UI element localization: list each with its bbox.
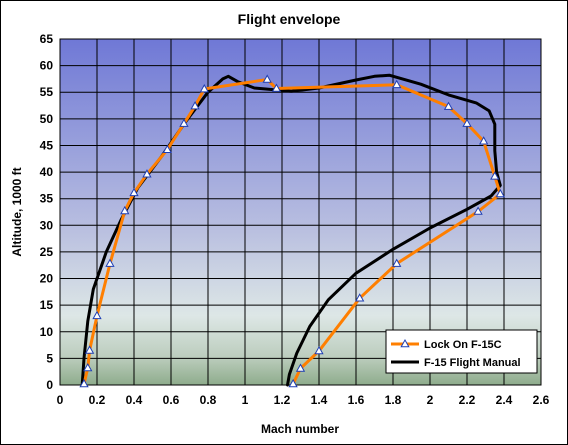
legend-marker — [400, 338, 410, 348]
data-point-marker — [162, 144, 172, 154]
x-tick-label: 1.8 — [385, 393, 402, 407]
data-point-marker — [295, 363, 306, 372]
x-tick-label: 0.2 — [89, 393, 106, 407]
data-point-marker — [79, 378, 89, 388]
y-tick-label: 20 — [40, 272, 54, 286]
y-tick-label: 15 — [40, 298, 54, 312]
data-point-marker — [190, 101, 200, 110]
y-tick-label: 40 — [40, 165, 54, 179]
data-point-marker — [92, 310, 102, 320]
data-point-marker — [271, 83, 282, 92]
series-line-lock-on-f15c — [82, 78, 502, 386]
y-tick-label: 0 — [46, 378, 53, 392]
y-tick-label: 50 — [40, 112, 54, 126]
x-tick-label: 0.8 — [200, 393, 217, 407]
legend-box — [385, 329, 538, 374]
data-point-marker — [262, 74, 272, 83]
data-point-marker — [84, 345, 95, 354]
legend: Lock On F-15C F-15 Flight Manual — [385, 329, 538, 374]
data-point-marker — [478, 136, 489, 145]
y-tick-label: 5 — [46, 351, 53, 365]
data-point-marker — [392, 258, 402, 267]
x-tick-label: 2.2 — [459, 393, 476, 407]
x-tick-label: 1.6 — [348, 393, 365, 407]
x-tick-label: 2 — [427, 393, 434, 407]
y-tick-label: 10 — [40, 325, 54, 339]
y-tick-label: 60 — [40, 59, 54, 73]
data-point-marker — [199, 84, 209, 93]
data-point-marker — [288, 378, 298, 388]
y-tick-label: 45 — [40, 138, 54, 152]
data-point-marker — [179, 118, 189, 127]
grid-lines — [60, 39, 541, 385]
legend-label-f15-flight-manual: F-15 Flight Manual — [424, 357, 521, 369]
data-point-marker — [490, 171, 500, 180]
y-tick-label: 30 — [40, 218, 54, 232]
x-tick-label: 1.2 — [274, 393, 291, 407]
legend-label-lock-on-f15c: Lock On F-15C — [424, 339, 502, 351]
x-tick-label: 2.6 — [533, 393, 550, 407]
data-point-marker — [120, 205, 130, 215]
data-point-marker — [392, 79, 402, 89]
y-tick-label: 65 — [40, 32, 54, 46]
data-point-marker — [314, 345, 324, 355]
x-tick-label: 0.6 — [163, 393, 180, 407]
data-point-marker — [105, 258, 115, 267]
x-tick-label: 1 — [242, 393, 249, 407]
data-point-marker — [83, 362, 93, 372]
x-axis-label: Mach number — [261, 422, 339, 436]
data-point-marker — [355, 293, 365, 302]
y-tick-label: 35 — [40, 192, 54, 206]
data-point-marker — [473, 206, 483, 215]
data-point-marker — [443, 101, 454, 110]
data-point-marker — [142, 169, 152, 178]
x-tick-label: 0 — [57, 393, 64, 407]
y-tick-label: 25 — [40, 245, 54, 259]
series-layer — [79, 73, 505, 388]
data-point-marker — [495, 188, 505, 198]
x-tick-label: 0.4 — [126, 393, 143, 407]
chart-title: Flight envelope — [238, 11, 341, 27]
tick-labels: 0 0.2 0.4 0.6 0.8 1 1.2 1.4 1.6 1.8 2 2.2 2.4 2.6 0 5 10… — [40, 32, 550, 407]
x-tick-label: 2.4 — [496, 393, 513, 407]
data-point-marker — [462, 118, 472, 127]
data-point-marker — [129, 187, 139, 197]
y-tick-label: 55 — [40, 85, 54, 99]
y-axis-label: Altitude, 1000 ft — [10, 167, 24, 256]
x-tick-label: 1.4 — [311, 393, 328, 407]
